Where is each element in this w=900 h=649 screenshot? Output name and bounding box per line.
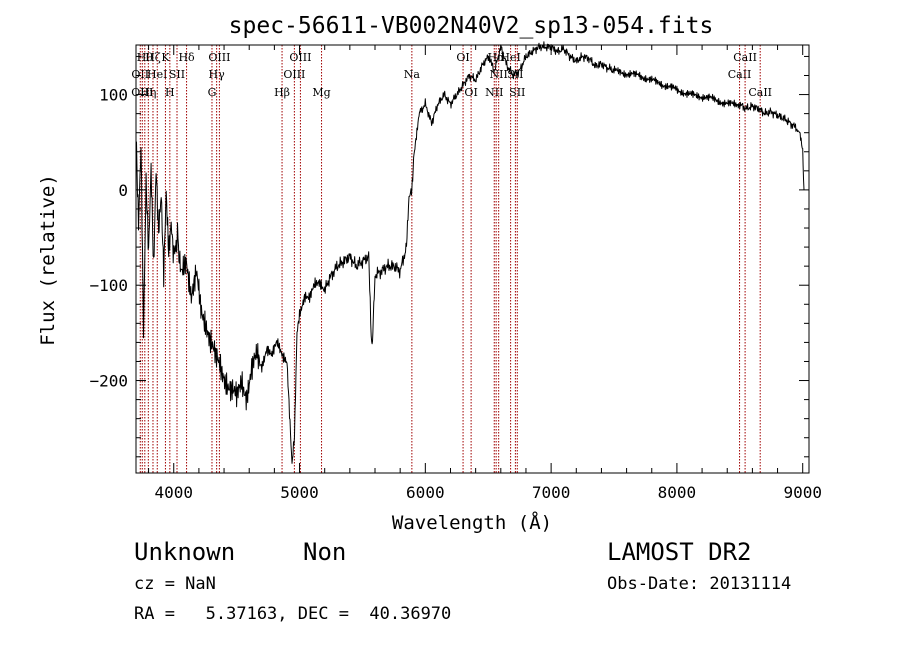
line-marker-label: Hβ — [274, 86, 290, 99]
line-marker-label: NII — [485, 86, 503, 99]
line-marker-label: Hζ — [145, 51, 161, 64]
line-marker-label: SII — [509, 86, 525, 99]
x-axis-label: Wavelength (Å) — [392, 511, 552, 534]
y-tick-label: −200 — [89, 372, 128, 391]
plot-area: OIIOIIIHθHηHζHeIKHSIIHδGHγOIIIHβOIIIOIII… — [89, 41, 822, 502]
x-tick-label: 8000 — [658, 483, 697, 502]
line-marker-label: OIII — [131, 86, 153, 99]
object-subclass: Non — [303, 538, 347, 566]
y-axis-label: Flux (relative) — [37, 174, 59, 346]
line-marker-label: HeI — [147, 68, 167, 81]
spectrum-line — [135, 41, 805, 464]
x-tick-label: 4000 — [154, 483, 193, 502]
line-marker-label: OI — [464, 86, 477, 99]
object-class: Unknown — [134, 538, 236, 566]
line-marker-label: Hγ — [209, 68, 226, 81]
line-marker-label: Mg — [312, 86, 330, 99]
redshift-cz: cz = NaN — [134, 574, 216, 594]
line-marker-label: Hη — [140, 86, 156, 99]
y-tick-label: 0 — [118, 181, 128, 200]
y-tick-label: −100 — [89, 276, 128, 295]
x-tick-label: 5000 — [280, 483, 319, 502]
line-marker-label: NII — [490, 68, 508, 81]
line-marker-label: OI — [456, 51, 469, 64]
line-marker-label: Hθ — [137, 51, 154, 64]
line-marker-label: CaII — [728, 68, 752, 81]
observation-date: Obs-Date: 20131114 — [607, 574, 792, 594]
line-marker-label: G — [208, 86, 217, 99]
y-tick-label: 100 — [99, 86, 128, 105]
x-tick-label: 7000 — [532, 483, 571, 502]
x-tick-label: 6000 — [406, 483, 445, 502]
line-marker-label: CaII — [748, 86, 772, 99]
line-marker-label: OIII — [289, 51, 311, 64]
plot-frame — [135, 44, 810, 474]
line-marker-label: H — [165, 86, 175, 99]
x-tick-label: 9000 — [783, 483, 822, 502]
ra-dec-coordinates: RA = 5.37163, DEC = 40.36970 — [134, 604, 452, 624]
line-marker-label: Hδ — [178, 51, 195, 64]
line-marker-label: OIII — [208, 51, 230, 64]
survey-name: LAMOST DR2 — [607, 538, 752, 566]
line-marker-label: K — [161, 51, 170, 64]
line-marker-label: CaII — [733, 51, 757, 64]
line-marker-label: SII — [169, 68, 185, 81]
spectrum-chart: spec-56611-VB002N40V2_sp13-054.fits OIIO… — [37, 13, 822, 534]
line-marker-label: OIII — [283, 68, 305, 81]
line-marker-label: Na — [404, 68, 421, 81]
chart-title: spec-56611-VB002N40V2_sp13-054.fits — [229, 13, 714, 39]
line-marker-label: Hα — [488, 51, 506, 64]
